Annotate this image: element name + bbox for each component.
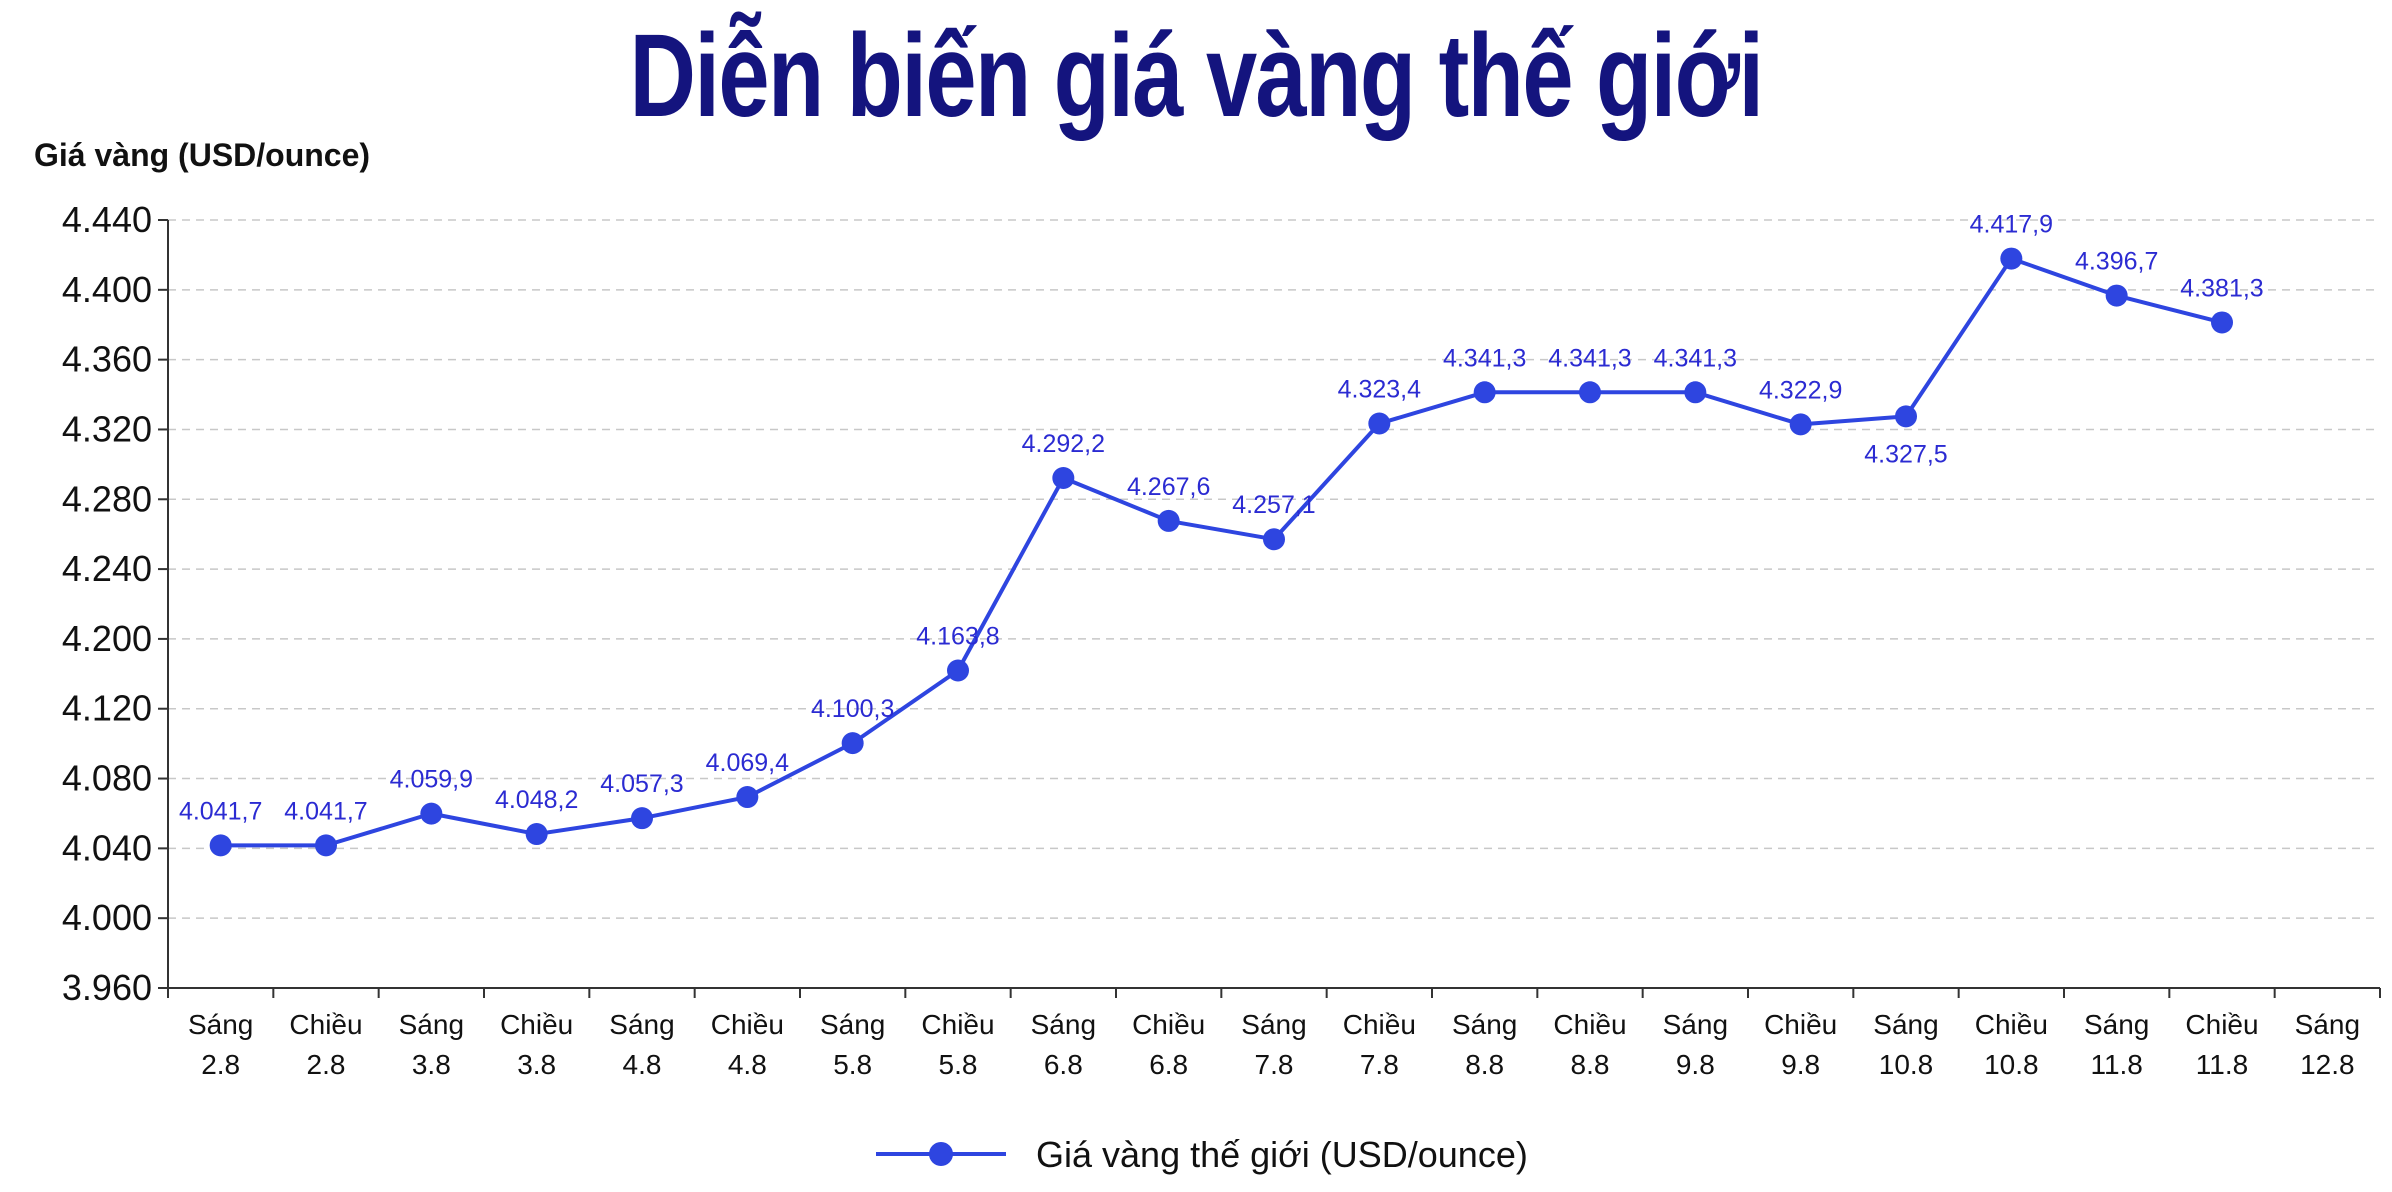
series-layer <box>209 247 2233 857</box>
data-point <box>1368 412 1391 435</box>
data-point <box>841 732 864 755</box>
x-tick-label: Sáng 2.8 <box>188 1009 253 1080</box>
y-tick-label: 4.360 <box>62 339 152 380</box>
x-tick-label: Sáng 8.8 <box>1452 1009 1517 1080</box>
chart-title: Diễn biến giá vàng thế giới <box>629 10 1764 142</box>
data-point <box>315 834 337 857</box>
x-tick-label: Sáng 3.8 <box>399 1009 464 1080</box>
data-labels: 4.041,7 4.041,7 4.059,9 4.048,2 4.057,3 4.069… <box>179 211 2264 826</box>
data-label: 4.048,2 <box>495 786 578 814</box>
data-label: 4.041,7 <box>284 797 367 825</box>
y-tick-label: 4.200 <box>62 618 152 659</box>
data-point <box>1157 509 1180 532</box>
data-point <box>1473 381 1496 404</box>
series-line <box>220 256 2223 848</box>
x-tick-label: Chiều 8.8 <box>1553 1009 1626 1080</box>
x-tick-label: Chiều 2.8 <box>289 1009 362 1080</box>
y-axis-ticks: 4.440 4.400 4.360 4.320 4.280 4.240 4.200 4.120… <box>62 199 168 1008</box>
data-point <box>2105 284 2128 307</box>
legend-label: Giá vàng thế giới (USD/ounce) <box>1036 1134 1528 1175</box>
y-tick-label: 4.280 <box>62 478 152 519</box>
legend: Giá vàng thế giới (USD/ounce) <box>876 1134 1528 1175</box>
data-label: 4.059,9 <box>390 766 473 794</box>
data-label: 4.381,3 <box>2180 274 2263 302</box>
data-point <box>525 823 548 846</box>
data-point <box>420 802 443 825</box>
data-point <box>1263 528 1285 551</box>
x-tick-label: Chiều 7.8 <box>1343 1009 1416 1080</box>
x-tick-label: Sáng 6.8 <box>1031 1009 1096 1080</box>
y-tick-label: 3.960 <box>62 967 152 1008</box>
x-axis-ticks: Sáng 2.8 Chiều 2.8 Sáng 3.8 Chiều 3.8 Sáng 4.8 Chi… <box>167 988 2381 1080</box>
data-label: 4.327,5 <box>1864 440 1947 468</box>
data-point <box>2211 311 2233 334</box>
y-tick-label: 4.000 <box>62 897 152 938</box>
y-tick-label: 4.440 <box>62 199 152 240</box>
x-tick-label: Sáng 5.8 <box>820 1009 885 1080</box>
y-axis-title: Giá vàng (USD/ounce) <box>34 137 370 173</box>
y-tick-label: 4.240 <box>62 548 152 589</box>
data-label: 4.341,3 <box>1548 344 1631 372</box>
data-label: 4.057,3 <box>600 770 683 798</box>
x-tick-label: Sáng 7.8 <box>1241 1009 1306 1080</box>
data-label: 4.069,4 <box>706 749 790 777</box>
y-tick-label: 4.120 <box>62 688 152 729</box>
x-tick-label: Sáng 10.8 <box>1873 1009 1938 1080</box>
data-point <box>1895 405 1917 428</box>
gridlines <box>168 219 2380 919</box>
data-point <box>1789 413 1812 436</box>
y-tick-label: 4.400 <box>62 269 152 310</box>
data-label: 4.163,8 <box>916 623 999 651</box>
data-point <box>631 807 653 830</box>
x-tick-label: Sáng 4.8 <box>609 1009 674 1080</box>
x-tick-label: Chiều 5.8 <box>921 1009 994 1080</box>
x-tick-label: Sáng 12.8 <box>2295 1009 2360 1080</box>
data-label: 4.417,9 <box>1970 211 2053 239</box>
x-tick-label: Chiều 4.8 <box>711 1009 784 1080</box>
x-tick-label: Chiều 10.8 <box>1975 1009 2048 1080</box>
data-label: 4.341,3 <box>1654 344 1737 372</box>
x-tick-label: Chiều 9.8 <box>1764 1009 1837 1080</box>
y-tick-label: 4.040 <box>62 827 152 868</box>
data-point <box>2000 247 2023 270</box>
data-point <box>1052 466 1075 489</box>
data-label: 4.396,7 <box>2075 248 2158 276</box>
data-label: 4.341,3 <box>1443 344 1526 372</box>
x-tick-label: Chiều 3.8 <box>500 1009 573 1080</box>
data-label: 4.323,4 <box>1338 376 1422 404</box>
data-label: 4.100,3 <box>811 695 894 723</box>
data-label: 4.257,1 <box>1232 491 1315 519</box>
data-point <box>1684 381 1707 404</box>
data-point <box>1579 381 1601 404</box>
data-label: 4.267,6 <box>1127 473 1210 501</box>
legend-marker <box>929 1142 953 1166</box>
data-label: 4.292,2 <box>1022 430 1105 458</box>
x-tick-label: Chiều 11.8 <box>2185 1009 2258 1080</box>
data-label: 4.041,7 <box>179 797 262 825</box>
x-tick-label: Sáng 9.8 <box>1663 1009 1728 1080</box>
y-tick-label: 4.320 <box>62 408 152 449</box>
x-tick-label: Sáng 11.8 <box>2084 1009 2149 1080</box>
data-point <box>209 834 232 857</box>
data-label: 4.322,9 <box>1759 376 1842 404</box>
y-tick-label: 4.080 <box>62 758 152 799</box>
data-point <box>947 659 969 682</box>
x-tick-label: Chiều 6.8 <box>1132 1009 1205 1080</box>
data-point <box>736 786 759 809</box>
